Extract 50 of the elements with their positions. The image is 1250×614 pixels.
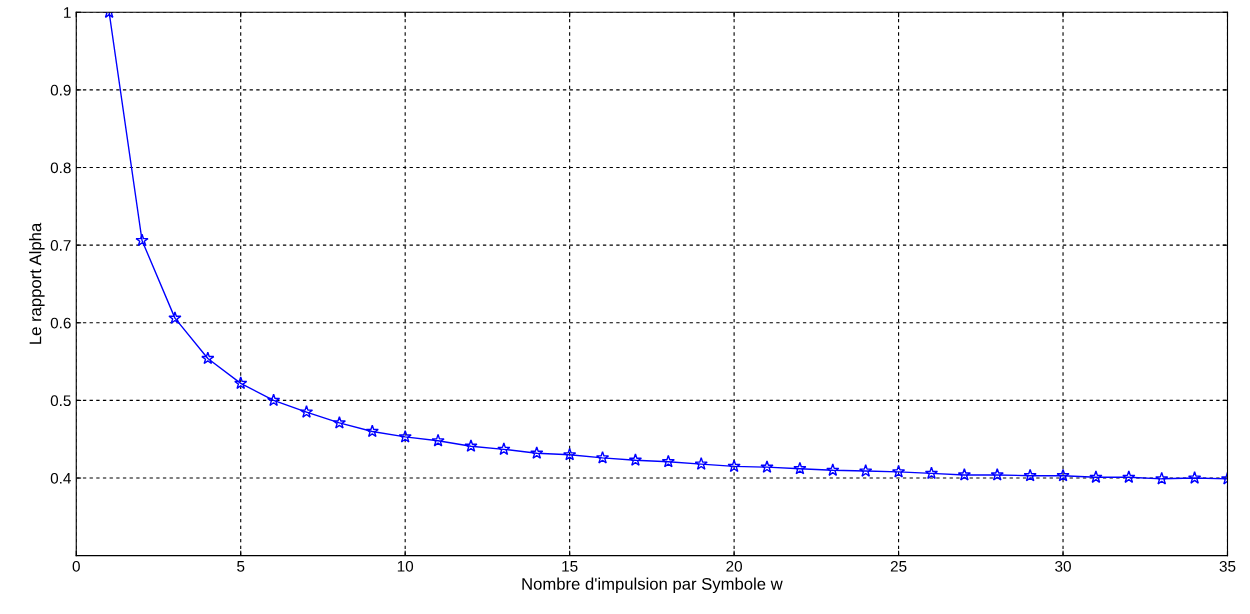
point <box>1089 470 1103 484</box>
point <box>201 351 215 365</box>
x-tick-label: 30 <box>1055 560 1071 572</box>
point <box>891 464 906 478</box>
point <box>299 405 314 418</box>
y-tick-label: 0.4 <box>50 472 71 484</box>
point <box>826 463 840 477</box>
point <box>990 467 1004 481</box>
point <box>168 311 182 324</box>
y-tick-label: 0.7 <box>50 240 71 251</box>
point <box>398 429 412 443</box>
point <box>694 457 708 470</box>
point <box>793 461 807 475</box>
point <box>1056 468 1070 482</box>
point <box>957 467 971 481</box>
point <box>365 424 379 438</box>
x-tick-label: 0 <box>72 560 80 572</box>
point <box>859 464 873 477</box>
point <box>727 459 741 473</box>
point <box>661 454 675 468</box>
x-axis-title: Nombre d'impulsion par Symbole w <box>522 577 783 594</box>
y-axis-title: Le rapport Alpha <box>29 222 45 344</box>
point <box>1122 470 1136 484</box>
point <box>1187 471 1202 484</box>
point <box>266 393 281 407</box>
point <box>431 433 445 447</box>
point <box>497 442 511 456</box>
point <box>628 453 643 466</box>
point <box>760 460 774 473</box>
point <box>1155 471 1169 485</box>
point <box>464 439 478 452</box>
point <box>563 447 577 461</box>
point <box>332 415 347 429</box>
point <box>234 376 248 390</box>
y-tick-label: 0.8 <box>50 162 71 174</box>
x-tick-label: 15 <box>562 561 578 572</box>
point <box>530 446 544 459</box>
point <box>135 233 149 247</box>
x-tick-label: 25 <box>890 560 907 572</box>
point <box>1023 468 1037 482</box>
point <box>924 466 939 480</box>
y-tick-label: 0.5 <box>50 395 71 407</box>
x-tick-label: 35 <box>1219 560 1236 572</box>
y-tick-label: 0.6 <box>50 317 71 329</box>
x-tick-label: 10 <box>397 560 414 572</box>
x-tick-label: 20 <box>726 560 743 572</box>
x-tick-label: 5 <box>237 561 245 572</box>
y-tick-label: 1 <box>64 7 71 18</box>
point <box>595 450 610 464</box>
y-tick-label: 0.9 <box>50 84 71 96</box>
